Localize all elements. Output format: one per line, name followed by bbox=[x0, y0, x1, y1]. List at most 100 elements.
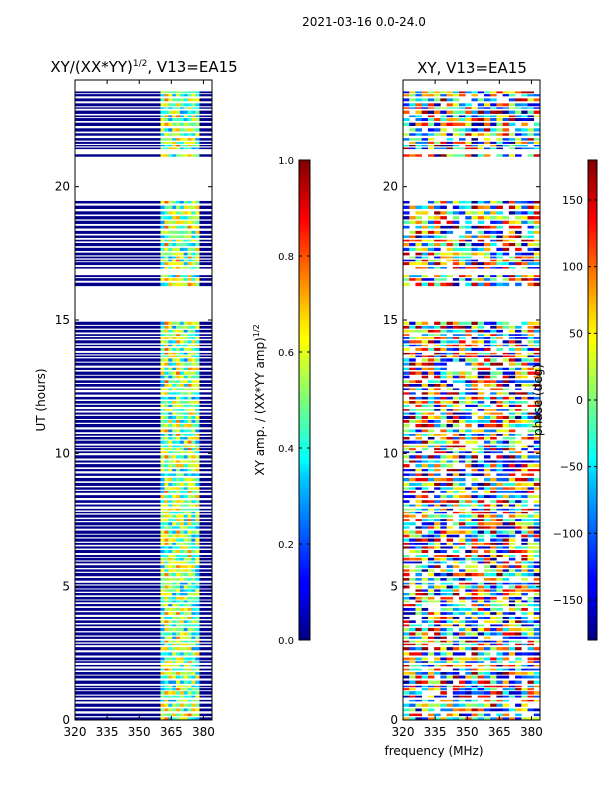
phase-cell bbox=[434, 530, 441, 534]
amplitude-cell bbox=[176, 534, 181, 538]
phase-cell bbox=[533, 103, 541, 107]
amplitude-row bbox=[75, 128, 161, 132]
phase-cell bbox=[446, 717, 454, 720]
phase-cell bbox=[465, 495, 472, 499]
phase-cell bbox=[508, 380, 516, 383]
amplitude-cell bbox=[191, 216, 196, 220]
amplitude-cell bbox=[195, 91, 200, 94]
amplitude-cell bbox=[195, 256, 200, 259]
phase-cell bbox=[515, 325, 522, 329]
phase-cell bbox=[465, 440, 472, 444]
phase-cell bbox=[477, 216, 485, 220]
amplitude-cell bbox=[195, 534, 200, 538]
phase-cell bbox=[403, 91, 410, 94]
amplitude-cell bbox=[176, 216, 181, 220]
phase-cell bbox=[521, 526, 528, 529]
phase-cell bbox=[403, 448, 410, 451]
amplitude-row bbox=[75, 451, 161, 454]
phase-cell bbox=[515, 205, 522, 209]
amplitude-cell bbox=[176, 620, 181, 623]
phase-cell bbox=[409, 661, 416, 663]
phase-cell bbox=[427, 477, 435, 482]
phase-cell bbox=[502, 713, 510, 717]
phase-cell bbox=[427, 396, 435, 400]
amplitude-cell bbox=[179, 98, 185, 102]
phase-cell bbox=[477, 672, 485, 675]
phase-cell bbox=[471, 612, 479, 615]
phase-cell bbox=[415, 412, 422, 415]
amplitude-cell bbox=[183, 362, 188, 366]
amplitude-cell bbox=[164, 627, 169, 632]
phase-cell bbox=[471, 713, 479, 717]
amplitude-row bbox=[199, 569, 212, 572]
amplitude-cell bbox=[172, 383, 177, 387]
phase-cell bbox=[434, 367, 441, 371]
phase-cell bbox=[496, 334, 503, 336]
phase-cell bbox=[471, 508, 479, 511]
amplitude-row bbox=[199, 691, 212, 695]
amplitude-cell bbox=[187, 708, 192, 712]
phase-cell bbox=[409, 473, 416, 476]
amplitude-cell bbox=[172, 691, 177, 695]
amplitude-cell bbox=[172, 482, 177, 486]
phase-cell bbox=[477, 572, 485, 577]
amplitude-cell bbox=[179, 596, 185, 600]
phase-cell bbox=[434, 358, 441, 362]
phase-cell bbox=[446, 538, 454, 542]
phase-cell bbox=[496, 699, 503, 702]
phase-cell bbox=[508, 138, 516, 141]
amplitude-cell bbox=[183, 685, 188, 688]
amplitude-cell bbox=[168, 522, 173, 526]
phase-cell bbox=[490, 557, 497, 561]
phase-cell bbox=[471, 329, 479, 333]
phase-cell bbox=[434, 362, 441, 366]
amplitude-cell bbox=[191, 344, 196, 347]
phase-cell bbox=[452, 400, 460, 404]
amplitude-cell bbox=[172, 490, 177, 493]
phase-cell bbox=[490, 482, 497, 486]
phase-cell bbox=[452, 500, 460, 503]
colorbar-tick-label: −50 bbox=[560, 461, 583, 474]
amplitude-cell bbox=[160, 600, 165, 603]
phase-cell bbox=[446, 247, 454, 251]
phase-cell bbox=[446, 495, 454, 499]
phase-cell bbox=[508, 500, 516, 503]
phase-cell bbox=[403, 647, 410, 651]
phase-cell bbox=[477, 200, 485, 204]
phase-cell bbox=[403, 275, 410, 278]
phase-cell bbox=[421, 404, 429, 407]
amplitude-cell bbox=[168, 252, 173, 256]
phase-cell bbox=[515, 380, 522, 383]
amplitude-cell bbox=[172, 668, 177, 671]
phase-cell bbox=[496, 321, 503, 325]
phase-cell bbox=[471, 455, 479, 459]
phase-cell bbox=[459, 522, 466, 526]
phase-cell bbox=[533, 546, 541, 549]
amplitude-cell bbox=[195, 616, 200, 619]
phase-cell bbox=[527, 482, 535, 486]
phase-cell bbox=[452, 640, 460, 643]
phase-cell bbox=[421, 440, 429, 444]
phase-cell bbox=[452, 352, 460, 355]
phase-cell bbox=[459, 118, 466, 121]
phase-cell bbox=[415, 230, 422, 234]
phase-cell bbox=[465, 133, 472, 136]
phase-cell bbox=[403, 572, 410, 577]
phase-cell bbox=[415, 400, 422, 404]
phase-cell bbox=[521, 482, 528, 486]
phase-cell bbox=[427, 337, 435, 339]
phase-cell bbox=[533, 582, 541, 585]
phase-cell bbox=[446, 643, 454, 646]
amplitude-cell bbox=[191, 632, 196, 636]
phase-cell bbox=[446, 708, 454, 712]
phase-cell bbox=[527, 383, 535, 387]
phase-cell bbox=[521, 436, 528, 440]
amplitude-cell bbox=[195, 713, 200, 717]
amplitude-cell bbox=[172, 200, 177, 204]
phase-cell bbox=[527, 205, 535, 209]
phase-cell bbox=[427, 482, 435, 486]
phase-cell bbox=[403, 367, 410, 371]
phase-cell bbox=[459, 141, 466, 144]
